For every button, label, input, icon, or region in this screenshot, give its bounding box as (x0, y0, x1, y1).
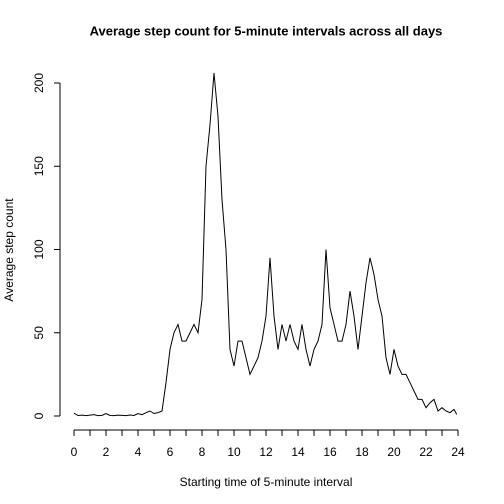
x-tick-label: 22 (419, 445, 433, 459)
y-tick-label: 100 (32, 239, 46, 259)
y-tick-label: 150 (32, 156, 46, 176)
y-tick-label: 0 (32, 412, 46, 419)
data-line (73, 72, 458, 417)
chart-title: Average step count for 5-minute interval… (90, 23, 443, 38)
x-tick-label: 12 (259, 445, 273, 459)
x-tick-label: 18 (355, 445, 369, 459)
x-tick-label: 20 (387, 445, 401, 459)
x-tick-label: 4 (135, 445, 142, 459)
x-tick-label: 6 (167, 445, 174, 459)
x-axis-label: Starting time of 5-minute interval (180, 475, 353, 489)
y-axis-label: Average step count (2, 198, 16, 302)
y-tick-label: 50 (32, 326, 46, 340)
x-tick-label: 8 (199, 445, 206, 459)
x-tick-label: 0 (71, 445, 78, 459)
x-tick-label: 2 (103, 445, 110, 459)
x-tick-label: 24 (451, 445, 465, 459)
y-tick-label: 200 (32, 73, 46, 93)
x-tick-label: 14 (291, 445, 305, 459)
x-tick-label: 16 (323, 445, 337, 459)
x-tick-label: 10 (227, 445, 241, 459)
